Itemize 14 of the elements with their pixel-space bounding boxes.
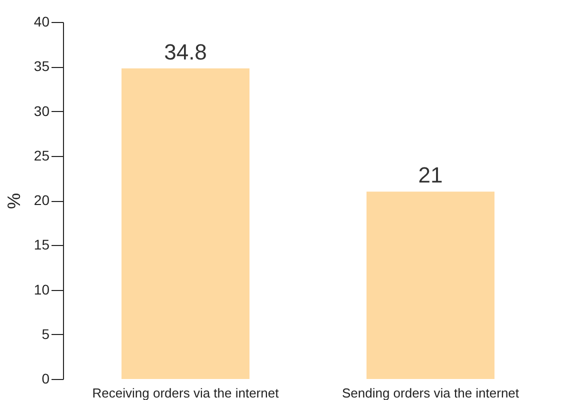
y-tick-label: 5 bbox=[42, 326, 50, 342]
y-axis-title: % bbox=[4, 192, 24, 210]
y-tick-label: 35 bbox=[34, 58, 50, 74]
y-tick-label: 30 bbox=[34, 102, 50, 119]
x-tick-label: Receiving orders via the internet bbox=[92, 386, 280, 400]
x-tick-label: Sending orders via the internet bbox=[342, 386, 520, 400]
y-tick-label: 20 bbox=[34, 192, 50, 208]
y-tick-label: 10 bbox=[34, 281, 50, 298]
y-tick-label: 25 bbox=[34, 147, 50, 164]
data-label: 21 bbox=[418, 162, 443, 188]
y-tick-label: 15 bbox=[34, 236, 50, 253]
y-tick-label: 0 bbox=[42, 370, 50, 386]
data-label: 34.8 bbox=[164, 39, 207, 64]
y-tick-label: 40 bbox=[34, 14, 50, 30]
